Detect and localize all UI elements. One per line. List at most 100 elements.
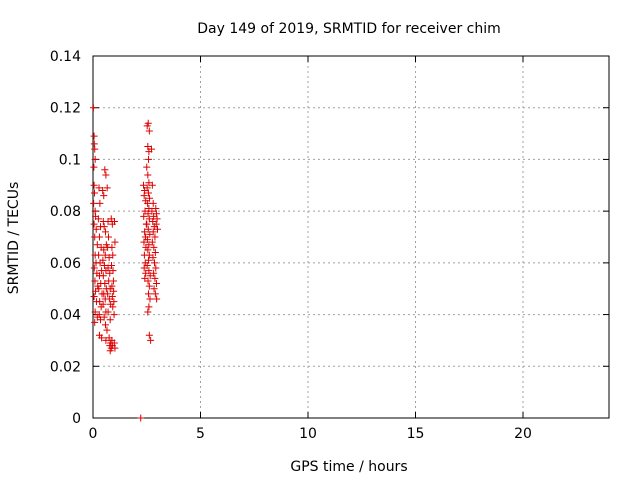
- data-point: [101, 251, 109, 259]
- data-point: [144, 290, 152, 298]
- data-point: [140, 181, 148, 189]
- data-point: [100, 192, 108, 200]
- data-point: [151, 290, 159, 298]
- data-point: [150, 243, 158, 251]
- data-point: [109, 251, 117, 259]
- data-point: [111, 344, 119, 352]
- y-tick-label: 0.14: [50, 49, 81, 65]
- data-point: [103, 326, 111, 334]
- data-point: [90, 220, 98, 228]
- data-point: [96, 199, 104, 207]
- data-point: [152, 210, 160, 218]
- data-point: [94, 215, 102, 223]
- data-point: [148, 181, 156, 189]
- data-point: [140, 212, 148, 220]
- data-point: [137, 414, 145, 422]
- data-point: [92, 225, 100, 233]
- data-point: [90, 199, 98, 207]
- data-point: [95, 233, 103, 241]
- data-point: [97, 316, 105, 324]
- data-point: [145, 251, 153, 259]
- data-point: [101, 321, 109, 329]
- data-points: [89, 104, 161, 422]
- x-axis-label: GPS time / hours: [290, 459, 407, 475]
- data-point: [151, 249, 159, 257]
- data-point: [140, 192, 148, 200]
- data-point: [147, 145, 155, 153]
- data-point: [99, 186, 107, 194]
- chart-title: Day 149 of 2019, SRMTID for receiver chi…: [197, 21, 501, 37]
- data-point: [149, 199, 157, 207]
- data-point: [149, 254, 157, 262]
- data-point: [153, 295, 161, 303]
- data-point: [153, 215, 161, 223]
- data-point: [144, 210, 152, 218]
- data-point: [104, 233, 112, 241]
- data-point: [107, 261, 115, 269]
- x-tick-label: 15: [407, 426, 425, 442]
- y-tick-label: 0.02: [50, 359, 81, 375]
- data-point: [144, 246, 152, 254]
- data-point: [105, 254, 113, 262]
- data-point: [91, 189, 99, 197]
- y-tick-label: 0.04: [50, 308, 81, 324]
- data-point: [101, 228, 109, 236]
- x-tick-label: 20: [514, 426, 532, 442]
- data-point: [110, 287, 118, 295]
- data-point: [154, 225, 161, 233]
- data-point: [108, 243, 116, 251]
- data-point: [151, 274, 159, 282]
- data-point: [100, 223, 108, 231]
- axis-ticks: [92, 55, 609, 419]
- data-point: [143, 236, 151, 244]
- data-point: [144, 256, 152, 264]
- data-point: [109, 303, 117, 311]
- data-point: [144, 189, 152, 197]
- plot-frame: [92, 55, 610, 419]
- data-point: [104, 290, 112, 298]
- data-point: [145, 267, 153, 275]
- data-point: [152, 220, 160, 228]
- data-point: [89, 104, 97, 112]
- data-point: [143, 220, 151, 228]
- data-point: [150, 269, 158, 277]
- data-point: [145, 127, 153, 135]
- data-point: [143, 184, 151, 192]
- data-point: [90, 163, 98, 171]
- data-point: [95, 251, 103, 259]
- data-point: [146, 194, 154, 202]
- data-point: [150, 285, 158, 293]
- data-point: [141, 228, 149, 236]
- data-point: [152, 205, 160, 213]
- grid-lines: [93, 56, 609, 418]
- data-point: [144, 155, 152, 163]
- data-point: [100, 313, 108, 321]
- data-point: [147, 336, 155, 344]
- data-point: [100, 246, 108, 254]
- data-point: [148, 207, 156, 215]
- data-point: [90, 132, 98, 140]
- data-point: [91, 318, 99, 326]
- data-point: [101, 166, 109, 174]
- data-point: [100, 261, 108, 269]
- data-point: [145, 303, 153, 311]
- data-point: [151, 233, 159, 241]
- x-tick-label: 0: [89, 426, 98, 442]
- data-point: [146, 295, 154, 303]
- data-point: [144, 119, 152, 127]
- data-point: [110, 298, 118, 306]
- data-point: [152, 264, 160, 272]
- y-axis-label: SRMTID / TECUs: [6, 182, 22, 295]
- data-point: [95, 285, 103, 293]
- data-point: [149, 228, 157, 236]
- data-point: [148, 238, 156, 246]
- data-point: [145, 331, 153, 339]
- y-tick-label: 0.06: [50, 256, 81, 272]
- data-point: [144, 225, 152, 233]
- data-point: [95, 311, 103, 319]
- data-point: [110, 339, 118, 347]
- data-point: [99, 256, 107, 264]
- data-point: [145, 282, 153, 290]
- data-point: [104, 308, 112, 316]
